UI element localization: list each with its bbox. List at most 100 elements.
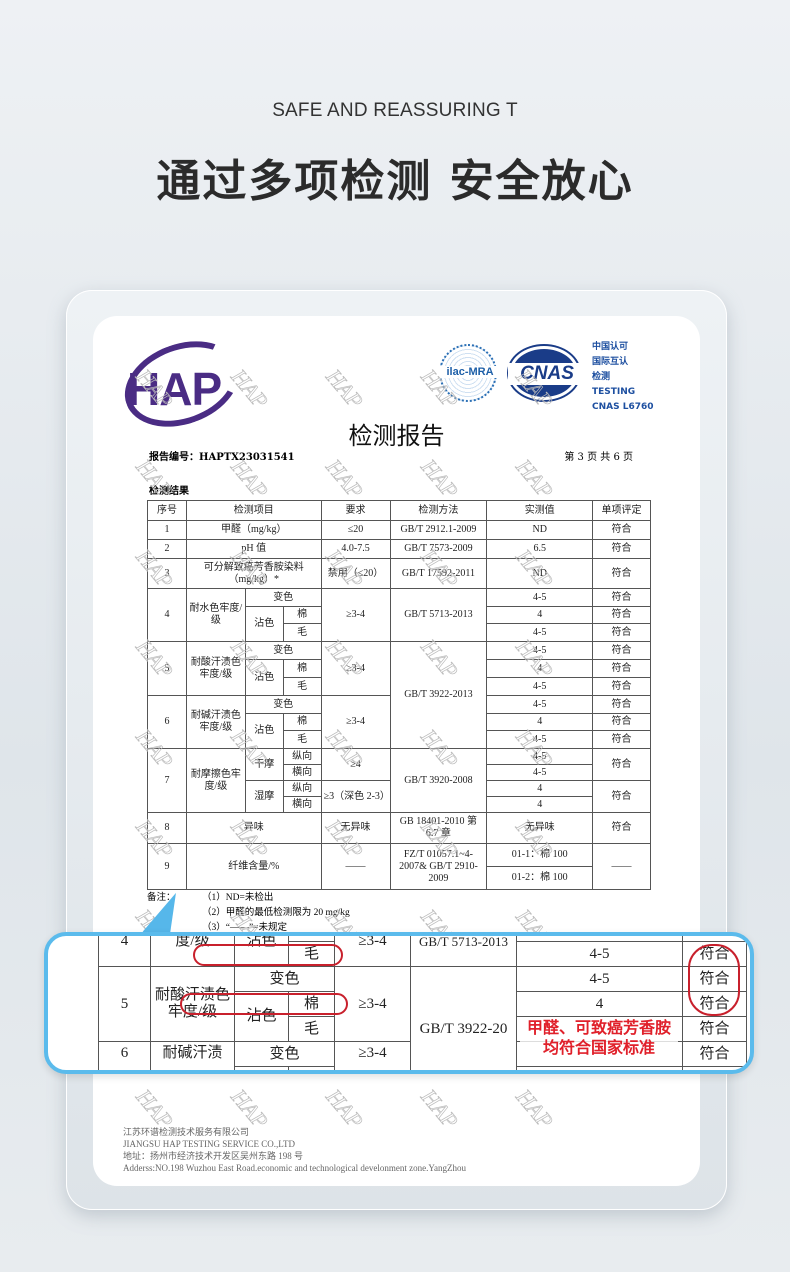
highlight-oval: [180, 993, 348, 1015]
table-cell: 4: [516, 936, 683, 942]
table-cell: 符合: [592, 677, 651, 696]
report-footer: 江苏环谱检测技术服务有限公司 JIANGSU HAP TESTING SERVIC…: [123, 1127, 466, 1173]
table-cell: 符合: [592, 659, 651, 678]
table-cell: 符合: [592, 623, 651, 642]
table-cell: 干摩: [244, 748, 284, 781]
table-cell: 4: [486, 606, 594, 624]
table-cell: 符合: [592, 588, 651, 607]
table-cell: 1: [147, 520, 187, 540]
table-cell: 符合: [592, 780, 651, 813]
highlight-oval: [193, 944, 343, 966]
page-indicator: 第 3 页 共 6 页: [564, 452, 633, 463]
table-cell: 湿摩: [244, 780, 284, 813]
table-row: 1 甲醛（mg/kg） ≤20 GB/T 2912.1-2009 ND 符合: [147, 520, 651, 540]
table-cell: 符合: [682, 1041, 747, 1067]
section-title: 检测结果: [149, 486, 189, 497]
table-cell: 无异味: [320, 812, 391, 844]
table-cell: 毛: [282, 677, 322, 696]
table-cell: 7: [147, 748, 187, 813]
table-row: 8 异味 无异味 GB 18401-2010 第 6.7 章无异味 符合: [147, 812, 651, 844]
table-cell: 6: [147, 695, 187, 749]
table-cell: 棉: [288, 936, 335, 942]
table-cell: ≥3-4: [334, 1041, 411, 1070]
table-cell: 符合: [592, 539, 651, 559]
table-cell: 变色: [234, 966, 335, 992]
table-row: 9 纤维含量/% —— FZ/T 01057.1~4-2007& GB/T 2910-…: [147, 843, 651, 890]
table-cell: 4-5: [486, 695, 594, 714]
table-cell: 棉: [282, 713, 322, 731]
table-cell: 4: [486, 713, 594, 731]
test-report: HAP ilac-MRA CNAS 中国认可 国际互认 检测 TESTING CNAS …: [93, 316, 700, 1186]
subtitle: SAFE AND REASSURING T: [272, 100, 518, 121]
table-cell: 4: [98, 936, 151, 967]
table-cell: 纤维含量/%: [185, 843, 322, 890]
results-table: 序号 检测项目 要求 检测方法 实测值 单项评定 1 甲醛（mg/kg） ≤20 GB/T 29…: [147, 500, 651, 890]
table-cell: ≥3-4: [334, 966, 411, 1042]
compliance-annotation: 甲醛、可致癌芳香胺 均符合国家标准: [520, 1018, 678, 1058]
table-cell: 甲醛（mg/kg）: [185, 520, 322, 540]
table-cell: 4: [516, 991, 683, 1017]
table-cell: 符合: [592, 695, 651, 714]
table-cell: 毛: [282, 730, 322, 749]
table-cell: 符合: [682, 1016, 747, 1042]
table-cell: 符合: [592, 748, 651, 781]
table-cell: GB/T 2912.1-2009: [389, 520, 488, 540]
table-cell: 纵向: [282, 748, 322, 765]
table-header: 序号 检测项目 要求 检测方法 实测值 单项评定: [147, 500, 651, 521]
watermark: HAP: [321, 454, 369, 504]
table-cell: ND: [486, 520, 594, 540]
table-cell: 4: [486, 796, 594, 813]
table-cell: 棉: [288, 1066, 335, 1070]
table-cell: GB/T 3922-20: [410, 966, 517, 1070]
table-cell: ≥3-4: [320, 695, 391, 749]
table-cell: ——: [592, 843, 651, 890]
table-cell: 序号: [147, 500, 187, 521]
table-cell: 4: [147, 588, 187, 642]
table-cell: 棉: [282, 606, 322, 624]
table-cell: [234, 1066, 289, 1070]
table-cell: GB/T 3922-2013: [389, 641, 488, 749]
table-cell: 5: [98, 966, 151, 1042]
table-cell: 毛: [282, 623, 322, 642]
table-cell: 符合: [682, 1066, 747, 1070]
table-row: 5 耐酸汗渍色牢度/级 变色 ≥3-4 GB/T 3922-2013 4-5 符合: [147, 641, 651, 749]
table-cell: 变色: [234, 1041, 335, 1067]
table-cell: 沾色: [244, 606, 284, 642]
table-cell: 棉: [288, 991, 335, 1017]
ilac-mra-logo: ilac-MRA: [439, 344, 501, 402]
table-cell: 沾色: [244, 659, 284, 696]
table-cell: 毛: [288, 1016, 335, 1042]
highlight-oval: [688, 944, 740, 1016]
watermark: HAP: [321, 364, 369, 414]
table-cell: 01-2：棉 100: [486, 866, 594, 890]
notes: 备注： （1）ND=未检出 （2）甲醛的最低检测限为 20 mg/kg （3）“…: [147, 893, 350, 933]
table-cell: GB/T 5713-2013: [389, 588, 488, 642]
table-cell: GB/T 17592-2011: [389, 558, 488, 589]
table-cell: 符合: [592, 606, 651, 624]
table-cell: 4-5: [486, 623, 594, 642]
table-cell: 符合: [592, 520, 651, 540]
table-cell: 4-5: [516, 966, 683, 992]
magnified-table-callout: 4度/级沾色棉≥3-4GB/T 5713-20134符合 毛4-5符合 5耐酸汗…: [44, 932, 754, 1074]
table-cell: 要求: [320, 500, 391, 521]
table-cell: 8: [147, 812, 187, 844]
watermark: HAP: [416, 454, 464, 504]
table-row: 6 耐碱汗渍色牢度/级 变色 ≥3-4 4-5 符合: [147, 695, 651, 749]
table-cell: 4.0-7.5: [320, 539, 391, 559]
table-cell: 6: [98, 1041, 151, 1070]
table-cell: 符合: [592, 730, 651, 749]
table-cell: 横向: [282, 764, 322, 781]
table-cell: ≥3-4: [334, 936, 411, 967]
table-cell: 耐摩擦色牢度/级: [185, 748, 246, 813]
watermark: HAP: [511, 1084, 559, 1134]
table-cell: ≥3（深色 2-3）: [320, 780, 391, 813]
watermark: HAP: [511, 454, 559, 504]
table-cell: 单项评定: [592, 500, 651, 521]
table-row: 3 可分解致癌芳香胺染料（mg/kg）* 禁用（≤20） GB/T 17592-201…: [147, 558, 651, 589]
table-cell: ——: [320, 843, 391, 890]
table-cell: ≥3-4: [320, 588, 391, 642]
table-cell: 变色: [244, 588, 322, 607]
table-cell: 4: [516, 1066, 683, 1070]
table-row: 2 pH 值 4.0-7.5 GB/T 7573-2009 6.5 符合: [147, 539, 651, 559]
table-cell: 横向: [282, 796, 322, 813]
